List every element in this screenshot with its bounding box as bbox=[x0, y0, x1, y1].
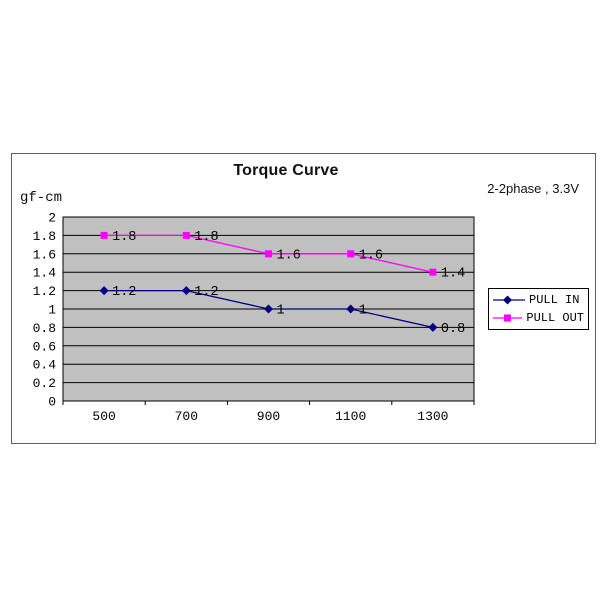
data-label: 1.2 bbox=[112, 285, 136, 300]
data-label: 0.8 bbox=[441, 322, 465, 337]
y-tick-label: 0.2 bbox=[33, 376, 56, 391]
x-tick-label: 1300 bbox=[417, 409, 448, 424]
data-label: 1.6 bbox=[277, 248, 301, 263]
legend-swatch-diamond-icon bbox=[493, 295, 525, 305]
legend-label: PULL IN bbox=[529, 293, 580, 307]
data-point-marker bbox=[346, 304, 356, 314]
data-label: 1 bbox=[277, 304, 285, 319]
y-tick-label: 1.4 bbox=[33, 266, 57, 281]
data-point-marker bbox=[265, 250, 272, 258]
legend-item-pull-out: PULL OUT bbox=[493, 310, 584, 326]
x-tick-label: 700 bbox=[175, 409, 198, 424]
legend-item-pull-in: PULL IN bbox=[493, 292, 584, 308]
y-tick-label: 2 bbox=[48, 211, 56, 226]
data-point-marker bbox=[181, 286, 191, 296]
data-point-marker bbox=[182, 231, 190, 239]
data-point-marker bbox=[429, 268, 437, 276]
x-tick-label: 900 bbox=[257, 409, 280, 424]
y-tick-label: 0 bbox=[48, 395, 56, 410]
legend-label: PULL OUT bbox=[526, 311, 584, 325]
data-point-marker bbox=[347, 250, 355, 258]
data-point-marker bbox=[100, 231, 108, 239]
chart-title: Torque Curve bbox=[233, 162, 339, 179]
x-tick-label: 1100 bbox=[335, 409, 366, 424]
data-label: 1.4 bbox=[441, 267, 465, 282]
y-tick-label: 1.2 bbox=[33, 284, 56, 299]
y-tick-label: 1.8 bbox=[33, 229, 56, 244]
x-tick-label: 500 bbox=[92, 409, 115, 424]
data-point-marker bbox=[99, 286, 109, 296]
plot-area: 0 0.2 0.4 0.6 0.8 1 1.2 1.4 1.6 1.8 2 500 700 900 1100… bbox=[33, 211, 475, 424]
data-label: 1.2 bbox=[194, 285, 218, 300]
data-point-marker bbox=[264, 304, 273, 314]
legend-swatch-square-icon bbox=[493, 314, 523, 322]
y-axis-unit-label: gf-cm bbox=[20, 190, 63, 206]
chart-frame: Torque Curve 2-2phase , 3.3V gf-cm 0 0.2 0… bbox=[11, 153, 596, 444]
chart-subtitle: 2-2phase , 3.3V bbox=[487, 181, 579, 196]
data-label: 1.8 bbox=[112, 230, 136, 245]
data-label: 1.6 bbox=[359, 248, 383, 263]
data-point-marker bbox=[428, 322, 438, 332]
y-tick-label: 0.6 bbox=[33, 339, 56, 354]
legend: PULL IN PULL OUT bbox=[488, 288, 589, 330]
y-tick-label: 1.6 bbox=[33, 247, 56, 262]
data-label: 1.8 bbox=[194, 230, 218, 245]
y-tick-label: 0.4 bbox=[33, 358, 57, 373]
y-tick-label: 1 bbox=[48, 303, 56, 318]
y-tick-label: 0.8 bbox=[33, 321, 56, 336]
data-label: 1 bbox=[359, 304, 367, 319]
